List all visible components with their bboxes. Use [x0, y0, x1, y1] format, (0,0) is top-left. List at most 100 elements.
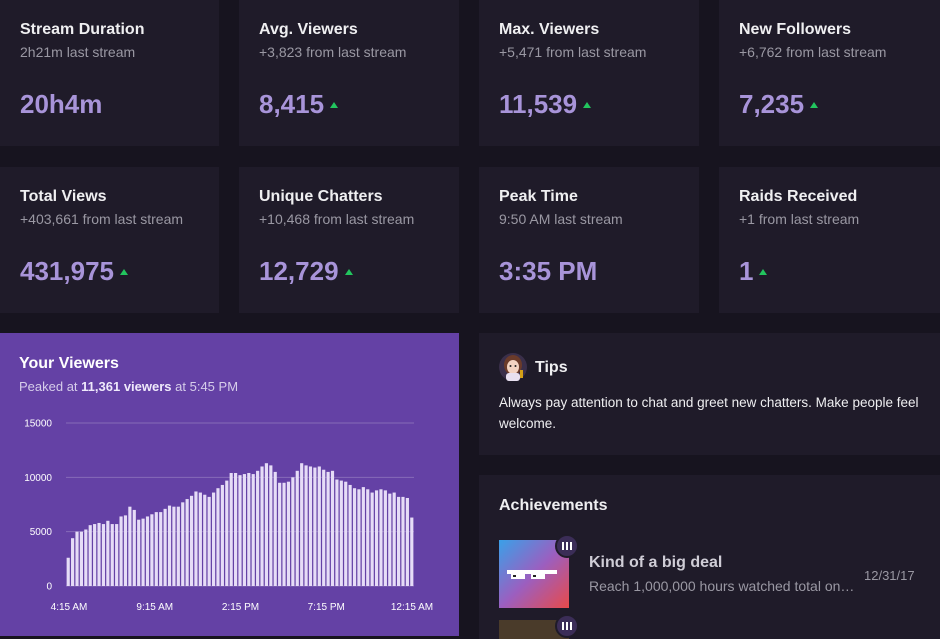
stat-title: Stream Duration — [20, 21, 145, 38]
chart-bar — [225, 480, 229, 586]
chart-bar — [286, 481, 291, 586]
chart-bar — [269, 465, 273, 586]
chart-bar — [278, 482, 282, 586]
chart-bar — [335, 479, 339, 586]
stat-title: Max. Viewers — [499, 21, 600, 38]
stat-subtitle: +5,471 from last stream — [499, 44, 647, 60]
x-tick-label: 12:15 AM — [391, 602, 433, 613]
chart-bar — [374, 490, 379, 586]
chart-bar — [88, 525, 92, 586]
chart-bar — [132, 509, 136, 586]
trend-up-icon — [344, 269, 353, 275]
chart-bar — [194, 491, 198, 586]
chart-bar — [119, 516, 123, 586]
trend-up-icon — [330, 102, 339, 108]
achievement-description: Reach 1,000,000 hours watched total on… — [589, 578, 855, 594]
chart-bar — [370, 492, 374, 586]
chart-bar — [397, 496, 401, 586]
x-tick-label: 4:15 AM — [51, 602, 88, 613]
tips-card — [479, 333, 940, 455]
peak-suffix: at 5:45 PM — [175, 379, 239, 394]
tips-text: Always pay attention to chat and greet n… — [499, 395, 919, 431]
chart-bar — [207, 496, 211, 586]
chart-bar — [282, 482, 286, 586]
stat-value: 1 — [739, 256, 754, 286]
stat-value: 7,235 — [739, 89, 805, 119]
chart-bar — [313, 467, 317, 586]
chart-bar — [361, 487, 365, 586]
chart-bar — [189, 495, 194, 586]
x-tick-label: 9:15 AM — [136, 602, 173, 613]
chart-bar — [392, 492, 396, 586]
chart-bar — [238, 475, 242, 586]
chart-bar — [220, 484, 224, 586]
chart-bar — [317, 466, 321, 586]
x-tick-label: 2:15 PM — [222, 602, 259, 613]
stat-subtitle: +3,823 from last stream — [259, 44, 407, 60]
stat-card-unique-chatters: Unique Chatters +10,468 from last stream… — [239, 167, 459, 313]
achievement-badge-icon-2 — [499, 620, 569, 639]
chart-bar — [260, 466, 264, 586]
chart-bar — [229, 472, 233, 586]
chart-bar — [84, 529, 88, 586]
chart-bar — [388, 493, 392, 586]
chart-bar — [154, 512, 158, 586]
chart-bar — [352, 488, 357, 586]
chart-bar — [264, 463, 269, 586]
stat-title: Total Views — [20, 188, 107, 205]
stat-title: Raids Received — [739, 188, 858, 205]
chart-bar — [273, 471, 277, 586]
stat-card-raids-received: Raids Received +1 from last stream 1 — [719, 167, 940, 313]
chart-bar — [300, 463, 304, 586]
chart-bar — [326, 471, 330, 586]
achievement-pause-icon[interactable] — [555, 534, 579, 558]
chart-bar — [251, 474, 255, 586]
stat-value: 3:35 PM — [499, 256, 598, 286]
chart-bar — [291, 477, 295, 586]
chart-bar — [176, 506, 180, 586]
chart-bar — [330, 470, 335, 586]
chart-bar — [97, 522, 101, 586]
stat-title: Peak Time — [499, 188, 578, 205]
trend-up-icon — [583, 102, 592, 108]
streamer-avatar-icon — [499, 353, 527, 381]
chart-bar — [172, 506, 176, 586]
chart-bar — [247, 472, 251, 586]
viewers-title: Your Viewers — [19, 355, 119, 372]
x-tick-label: 7:15 PM — [308, 602, 345, 613]
chart-bar — [348, 484, 352, 586]
stat-value: 431,975 — [20, 256, 114, 286]
stat-value: 11,539 — [499, 89, 578, 119]
chart-bar — [405, 497, 409, 586]
chart-bar — [167, 505, 172, 586]
chart-bar — [203, 494, 207, 586]
chart-bar — [93, 524, 97, 586]
trend-up-icon — [119, 269, 128, 275]
chart-bar — [115, 524, 119, 586]
chart-bar — [198, 492, 202, 586]
chart-bar — [379, 489, 383, 586]
chart-bar — [366, 489, 370, 586]
chart-bar — [101, 524, 106, 586]
viewers-peak-text: Peaked at 11,361 viewers at 5:45 PM — [19, 379, 238, 394]
chart-bar — [344, 481, 348, 586]
tips-title: Tips — [535, 359, 568, 376]
achievement-pause-icon-2[interactable] — [555, 614, 579, 638]
chart-bar — [234, 472, 238, 586]
stat-subtitle: 2h21m last stream — [20, 44, 136, 60]
chart-bar — [242, 474, 246, 586]
chart-bar — [256, 470, 260, 586]
y-tick-label: 15000 — [24, 419, 52, 430]
trend-up-icon — [810, 102, 819, 108]
y-tick-label: 5000 — [30, 527, 53, 538]
chart-bar — [75, 531, 79, 586]
stat-subtitle: 9:50 AM last stream — [499, 211, 623, 227]
chart-bar — [383, 490, 387, 586]
achievements-title: Achievements — [499, 497, 608, 514]
chart-bar — [339, 480, 343, 586]
chart-bar — [163, 508, 167, 586]
stat-value: 20h4m — [20, 89, 103, 119]
achievement-name: Kind of a big deal — [589, 554, 723, 571]
chart-bar — [141, 518, 145, 586]
